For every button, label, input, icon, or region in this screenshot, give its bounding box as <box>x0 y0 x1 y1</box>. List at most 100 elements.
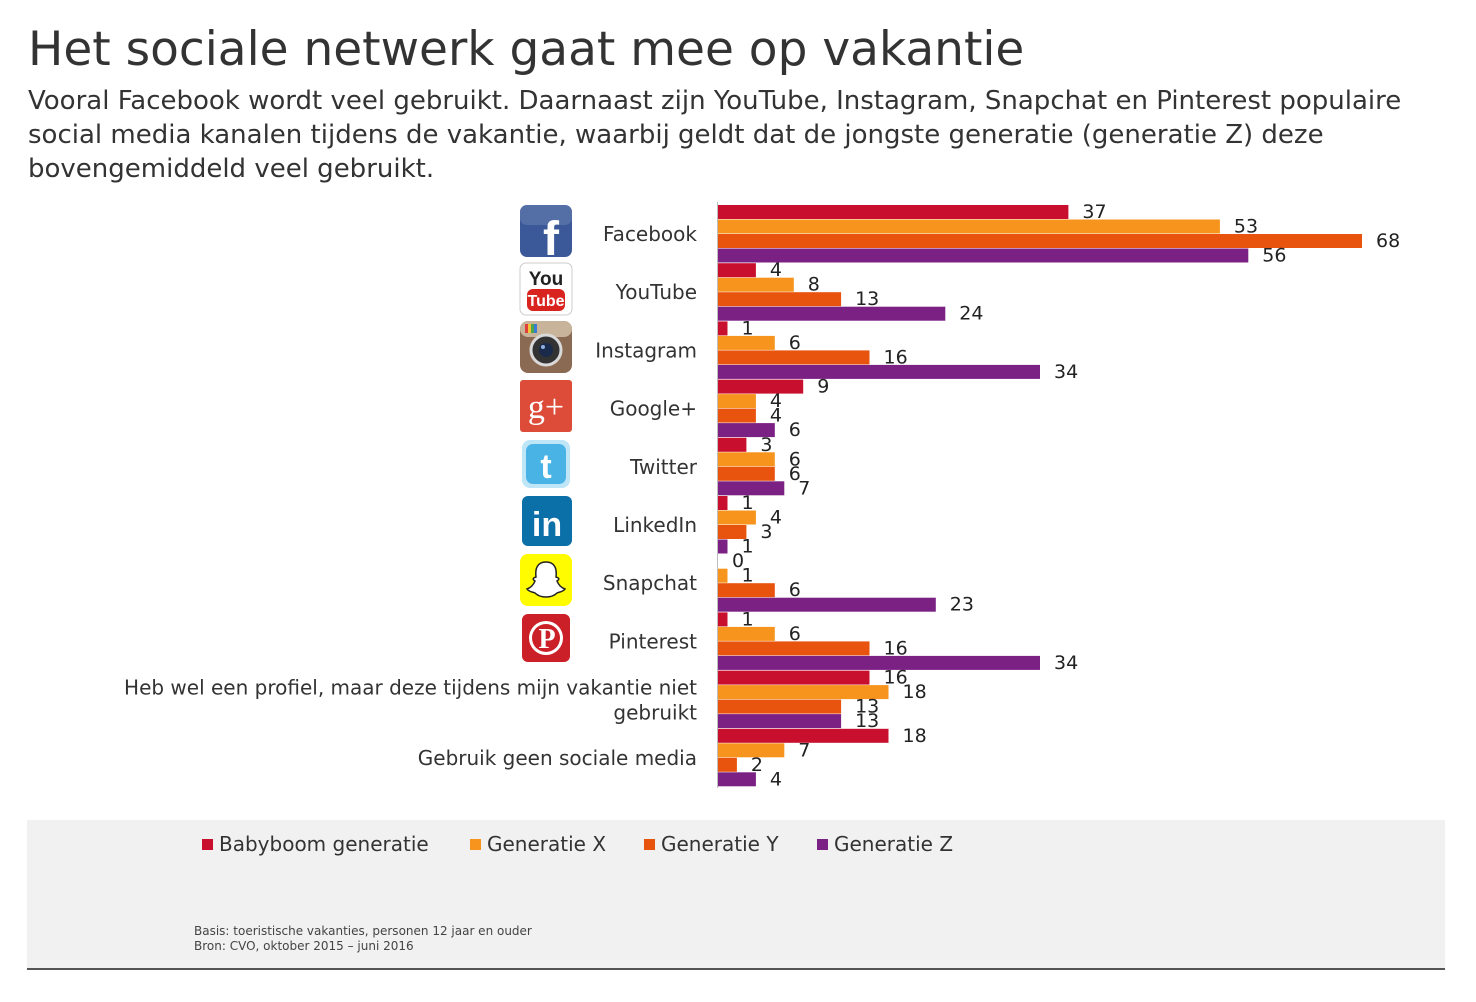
value-label-youtube-generatie-x: 8 <box>808 274 820 296</box>
value-label-youtube-generatie-y: 13 <box>855 288 879 310</box>
value-label-twitter-generatie-z: 7 <box>798 477 810 499</box>
bar-instagram-generatie-z <box>718 364 1040 379</box>
legend-swatch <box>470 839 481 850</box>
category-label-youtube: YouTube <box>615 280 697 304</box>
bar-facebook-generatie-x <box>718 219 1220 234</box>
instagram-icon <box>520 321 572 373</box>
category-labels: Facebook You Tube Instagram Google+ Twitter Li… <box>124 222 698 770</box>
value-label-heb-wel-een-profiel-maar-deze-tijdens-mijn-vakantie-niet-gebruikt-babyboom-generatie: 16 <box>884 667 908 689</box>
legend-label: Generatie Y <box>661 832 779 856</box>
value-label-google-generatie-y: 4 <box>770 405 782 427</box>
bar-gebruik-geen-sociale-media-generatie-y <box>718 757 737 772</box>
bar-facebook-generatie-y <box>718 234 1362 248</box>
value-label-google-generatie-z: 6 <box>789 419 801 441</box>
bar-snapchat-generatie-y <box>718 583 775 598</box>
bar-twitter-generatie-z <box>718 481 785 496</box>
value-label-google-babyboom-generatie: 9 <box>817 376 829 398</box>
bar-snapchat-generatie-x <box>718 568 728 583</box>
bar-twitter-generatie-x <box>718 452 775 467</box>
linkedin-icon: in <box>522 496 572 546</box>
page-title: Het sociale netwerk gaat mee op vakantie <box>28 22 1025 77</box>
bar-gebruik-geen-sociale-media-babyboom-generatie <box>718 728 889 743</box>
bar-linkedin-babyboom-generatie <box>718 496 728 510</box>
bar-google-generatie-x <box>718 394 756 409</box>
svg-text:f: f <box>543 213 560 259</box>
svg-text:Tube: Tube <box>527 293 564 310</box>
value-label-gebruik-geen-sociale-media-babyboom-generatie: 18 <box>903 725 927 747</box>
bar-chart: 3753685648132416163494463667143101623161… <box>124 201 1400 790</box>
legend-item-generatie-y: Generatie Y <box>644 832 779 856</box>
legend-swatch <box>644 839 655 850</box>
legend-swatch <box>817 839 828 850</box>
value-label-gebruik-geen-sociale-media-generatie-x: 7 <box>798 739 810 761</box>
value-label-facebook-babyboom-generatie: 37 <box>1082 201 1106 223</box>
snapchat-icon <box>520 554 572 606</box>
bar-linkedin-generatie-y <box>718 525 747 539</box>
value-label-twitter-generatie-y: 6 <box>789 463 801 485</box>
value-label-snapchat-generatie-z: 23 <box>950 594 974 616</box>
value-label-pinterest-babyboom-generatie: 1 <box>742 608 754 630</box>
value-label-pinterest-generatie-z: 34 <box>1054 652 1078 674</box>
bar-youtube-generatie-x <box>718 277 794 292</box>
value-label-pinterest-generatie-y: 16 <box>884 637 908 659</box>
bar-snapchat-generatie-z <box>718 597 936 612</box>
page-subtitle: Vooral Facebook wordt veel gebruikt. Daa… <box>28 86 1402 184</box>
value-label-twitter-babyboom-generatie: 3 <box>760 434 772 456</box>
category-label-gebruik-geen-sociale-media: Gebruik geen sociale media <box>418 746 697 770</box>
bar-pinterest-generatie-z <box>718 655 1040 670</box>
value-label-facebook-generatie-x: 53 <box>1234 216 1258 238</box>
legend-label: Babyboom generatie <box>219 832 429 856</box>
footnote-basis: Basis: toeristische vakanties, personen … <box>194 924 532 938</box>
svg-text:P: P <box>538 624 555 655</box>
svg-text:g+: g+ <box>528 389 564 426</box>
value-label-instagram-babyboom-generatie: 1 <box>742 317 754 339</box>
bar-facebook-generatie-z <box>718 248 1249 263</box>
value-label-linkedin-generatie-x: 4 <box>770 507 782 529</box>
bar-google-generatie-z <box>718 423 775 438</box>
category-label-linkedin: LinkedIn <box>613 513 697 537</box>
bar-gebruik-geen-sociale-media-generatie-x <box>718 743 785 758</box>
legend-item-generatie-x: Generatie X <box>470 832 606 856</box>
value-label-heb-wel-een-profiel-maar-deze-tijdens-mijn-vakantie-niet-gebruikt-generatie-z: 13 <box>855 710 879 732</box>
category-label-instagram: Instagram <box>595 338 697 362</box>
value-label-instagram-generatie-z: 34 <box>1054 361 1078 383</box>
pinterest-icon: P <box>522 614 570 662</box>
value-label-instagram-generatie-y: 16 <box>884 346 908 368</box>
svg-text:in: in <box>532 506 562 544</box>
bar-google-babyboom-generatie <box>718 379 804 394</box>
bar-twitter-babyboom-generatie <box>718 437 747 452</box>
category-label-heb-wel-een-profiel-maar-deze-tijdens-mijn-vakantie-niet-gebruikt: Heb wel een profiel, maar deze tijdens m… <box>124 676 697 725</box>
category-label-google: Google+ <box>610 397 697 421</box>
value-label-pinterest-generatie-x: 6 <box>789 623 801 645</box>
value-label-facebook-generatie-z: 56 <box>1262 245 1286 267</box>
legend-swatch <box>202 839 213 850</box>
legend-label: Generatie X <box>487 832 607 856</box>
bar-pinterest-generatie-y <box>718 641 870 656</box>
bar-gebruik-geen-sociale-media-generatie-z <box>718 772 756 787</box>
bar-twitter-generatie-y <box>718 466 775 481</box>
legend-item-babyboom-generatie: Babyboom generatie <box>202 832 429 856</box>
value-label-youtube-babyboom-generatie: 4 <box>770 259 782 281</box>
bar-youtube-babyboom-generatie <box>718 263 756 278</box>
bar-youtube-generatie-z <box>718 306 946 321</box>
value-label-linkedin-generatie-y: 3 <box>760 521 772 543</box>
bar-instagram-generatie-x <box>718 335 775 350</box>
google-plus-icon: g+ <box>520 380 572 432</box>
value-label-snapchat-generatie-y: 6 <box>789 579 801 601</box>
facebook-icon: f <box>520 205 572 259</box>
bar-instagram-babyboom-generatie <box>718 321 728 336</box>
value-label-google-generatie-x: 4 <box>770 390 782 412</box>
svg-text:t: t <box>540 448 551 486</box>
footnote-source: Bron: CVO, oktober 2015 – juni 2016 <box>194 939 414 953</box>
value-label-twitter-generatie-x: 6 <box>789 448 801 470</box>
twitter-icon: t <box>522 440 570 488</box>
value-label-linkedin-generatie-z: 1 <box>742 536 754 558</box>
legend-item-generatie-z: Generatie Z <box>817 832 953 856</box>
value-label-snapchat-generatie-x: 1 <box>742 565 754 587</box>
category-label-snapchat: Snapchat <box>603 571 697 595</box>
value-label-facebook-generatie-y: 68 <box>1376 230 1400 252</box>
bar-pinterest-babyboom-generatie <box>718 612 728 627</box>
category-label-facebook: Facebook <box>603 222 697 246</box>
bar-linkedin-generatie-z <box>718 539 728 554</box>
youtube-icon: You Tube <box>519 262 573 316</box>
